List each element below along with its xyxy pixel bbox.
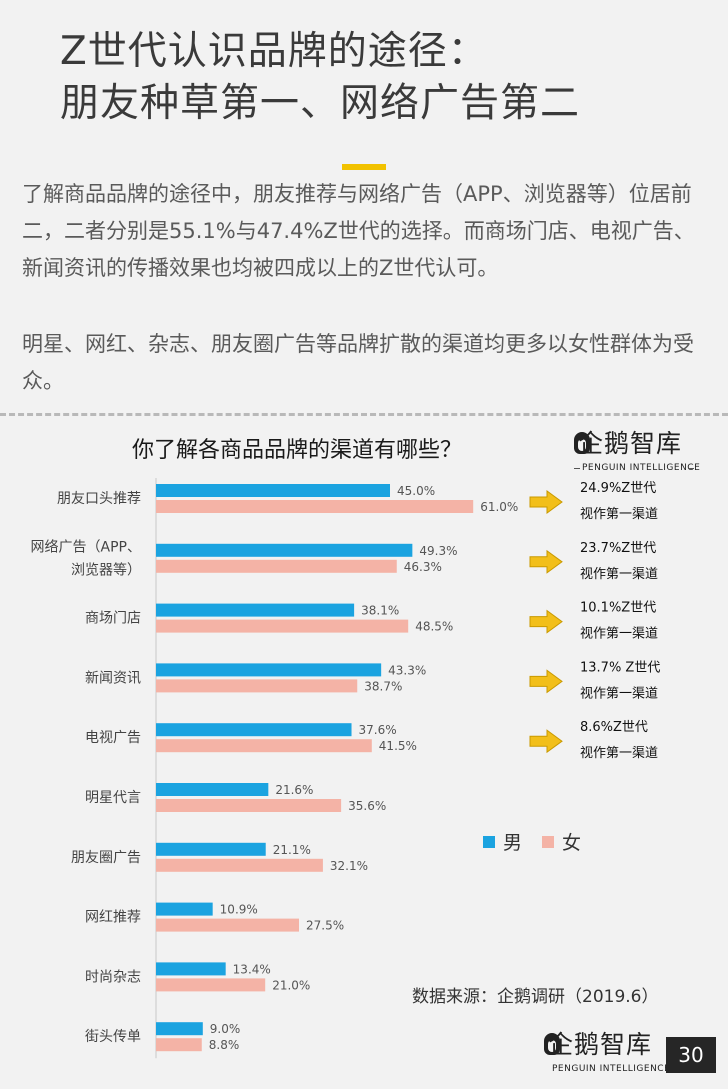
category-label-3: 新闻资讯	[85, 670, 141, 686]
bar-male-2	[156, 603, 355, 617]
category-label-2: 商场门店	[85, 611, 141, 627]
bar-male-0	[156, 484, 390, 497]
value-label-female-3: 38.7%	[364, 679, 402, 693]
bar-male-3	[156, 663, 382, 677]
value-label-female-6: 32.1%	[330, 859, 368, 873]
chart-legend: 男 女	[483, 828, 601, 855]
category-label-4: 电视广告	[85, 730, 141, 746]
bar-female-7	[156, 918, 299, 932]
value-label-female-5: 35.6%	[348, 799, 386, 813]
footer-logo-subtitle: PENGUIN INTELLIGENCE	[552, 1064, 671, 1074]
bar-male-6	[156, 842, 266, 856]
callout-arrow-3	[529, 669, 563, 694]
value-label-female-2: 48.5%	[415, 620, 453, 634]
category-label-8: 时尚杂志	[85, 969, 141, 985]
bar-female-1	[156, 559, 397, 573]
logo-rule-right	[688, 468, 694, 469]
logo-subtitle: PENGUIN INTELLIGENCE	[582, 463, 701, 473]
category-label-1-line-0: 网络广告（APP、	[31, 539, 141, 555]
value-label-male-7: 10.9%	[220, 903, 258, 917]
callout-arrow-2	[529, 609, 563, 634]
value-label-female-9: 8.8%	[209, 1038, 240, 1052]
legend-label-female: 女	[562, 832, 582, 854]
value-label-female-1: 46.3%	[404, 560, 442, 574]
footer-penguin-icon	[544, 1033, 560, 1055]
callout-text-1-line-0: 23.7%Z世代	[580, 541, 656, 556]
penguin-icon	[574, 432, 590, 454]
page-title: Z世代认识品牌的途径： 朋友种草第一、网络广告第二	[60, 26, 580, 130]
section-divider	[0, 413, 728, 416]
page-number: 30	[666, 1037, 716, 1073]
legend-swatch-male	[483, 835, 495, 848]
title-accent-bar	[342, 164, 386, 170]
footer-logo-mark: 企鹅智库	[548, 1030, 653, 1059]
footer-logo: 企鹅智库 PENGUIN INTELLIGENCE	[544, 1029, 670, 1079]
bar-female-5	[156, 799, 342, 812]
callout-text-0-line-0: 24.9%Z世代	[580, 481, 656, 496]
category-label-7: 网红推荐	[85, 910, 141, 926]
callout-text-2-line-0: 10.1%Z世代	[580, 601, 656, 616]
title-line-1: Z世代认识品牌的途径：	[60, 29, 488, 74]
value-label-male-1: 49.3%	[419, 544, 457, 558]
callout-text-2-line-1: 视作第一渠道	[580, 627, 658, 642]
category-label-5: 明星代言	[85, 790, 141, 806]
bar-female-9	[156, 1038, 202, 1052]
callout-text-1-line-1: 视作第一渠道	[580, 567, 658, 582]
bar-male-7	[156, 902, 213, 916]
callout-text-0-line-1: 视作第一渠道	[580, 507, 658, 522]
bar-female-2	[156, 619, 409, 633]
value-label-male-8: 13.4%	[233, 962, 271, 976]
category-label-0: 朋友口头推荐	[57, 491, 141, 507]
callout-text-3-line-1: 视作第一渠道	[580, 686, 658, 701]
value-label-male-9: 9.0%	[210, 1022, 241, 1036]
legend-item-male: 男	[483, 828, 522, 855]
value-label-female-7: 27.5%	[306, 919, 344, 933]
chart-title: 你了解各商品品牌的渠道有哪些？	[132, 438, 463, 463]
legend-item-female: 女	[542, 828, 581, 855]
callout-text-4-line-0: 8.6%Z世代	[580, 720, 648, 735]
callout-arrow-4	[529, 729, 563, 754]
callout-arrow-0	[529, 490, 563, 514]
callout-text-4-line-1: 视作第一渠道	[580, 746, 658, 761]
brand-logo: 企鹅智库 PENGUIN INTELLIGENCE	[574, 428, 700, 478]
bar-male-8	[156, 962, 226, 976]
value-label-female-0: 61.0%	[480, 500, 518, 514]
bar-female-3	[156, 679, 358, 693]
bar-female-4	[156, 739, 372, 753]
value-label-male-4: 37.6%	[359, 723, 397, 737]
value-label-male-5: 21.6%	[275, 783, 313, 797]
value-label-male-0: 45.0%	[397, 484, 435, 498]
value-label-female-4: 41.5%	[379, 739, 417, 753]
logo-mark: 企鹅智库	[578, 429, 683, 458]
legend-label-male: 男	[503, 832, 523, 854]
intro-paragraph: 了解商品品牌的途径中，朋友推荐与网络广告（APP、浏览器等）位居前二，二者分别是…	[22, 182, 695, 280]
value-label-male-6: 21.1%	[273, 843, 311, 857]
data-source: 数据来源：企鹅调研（2019.6）	[412, 987, 659, 1007]
title-line-2: 朋友种草第一、网络广告第二	[60, 81, 581, 126]
legend-swatch-female	[542, 835, 555, 848]
value-label-male-3: 43.3%	[388, 663, 426, 677]
value-label-female-8: 21.0%	[272, 978, 310, 992]
bar-female-0	[156, 500, 474, 513]
category-label-1-line-1: 浏览器等）	[71, 561, 141, 578]
bar-male-4	[156, 723, 352, 737]
logo-rule-left	[574, 468, 580, 469]
bar-male-1	[156, 543, 413, 557]
bar-female-8	[156, 978, 266, 992]
category-label-6: 朋友圈广告	[71, 850, 141, 866]
bar-female-6	[156, 858, 323, 872]
bar-male-5	[156, 783, 269, 796]
callout-arrow-1	[529, 549, 563, 574]
summary-paragraph: 明星、网红、杂志、朋友圈广告等品牌扩散的渠道均更多以女性群体为受众。	[22, 332, 694, 393]
value-label-male-2: 38.1%	[361, 604, 399, 618]
category-label-9: 街头传单	[85, 1029, 141, 1045]
callout-text-3-line-0: 13.7% Z世代	[580, 660, 660, 675]
bar-male-9	[156, 1022, 203, 1036]
